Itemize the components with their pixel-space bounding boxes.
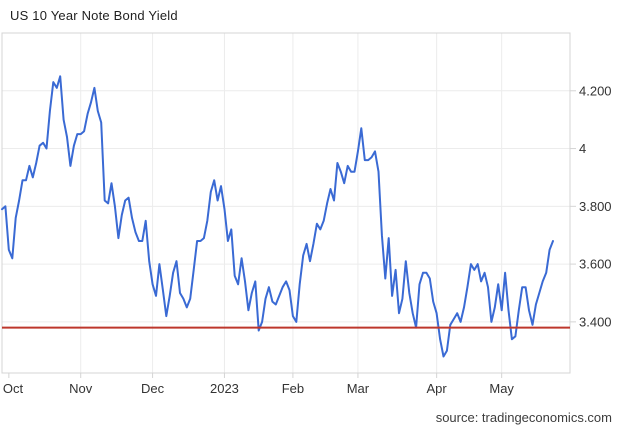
plot-border bbox=[1, 32, 571, 374]
chart-title: US 10 Year Note Bond Yield bbox=[10, 8, 178, 23]
x-tick-label: Feb bbox=[282, 381, 304, 396]
source-credit: source: tradingeconomics.com bbox=[435, 410, 612, 425]
y-tick-label: 4.200 bbox=[579, 83, 612, 98]
x-tick-label: Mar bbox=[347, 381, 370, 396]
y-tick-label: 3.400 bbox=[579, 314, 612, 329]
x-tick-label: Oct bbox=[3, 381, 24, 396]
y-tick-label: 3.800 bbox=[579, 199, 612, 214]
x-tick-label: Dec bbox=[141, 381, 165, 396]
yield-line-series bbox=[1, 75, 554, 358]
x-tick-label: 2023 bbox=[210, 381, 239, 396]
x-tick-label: Nov bbox=[69, 381, 93, 396]
y-tick-label: 3.600 bbox=[579, 257, 612, 272]
y-tick-label: 4 bbox=[579, 141, 586, 156]
x-tick-label: May bbox=[489, 381, 514, 396]
x-tick-label: Apr bbox=[427, 381, 448, 396]
